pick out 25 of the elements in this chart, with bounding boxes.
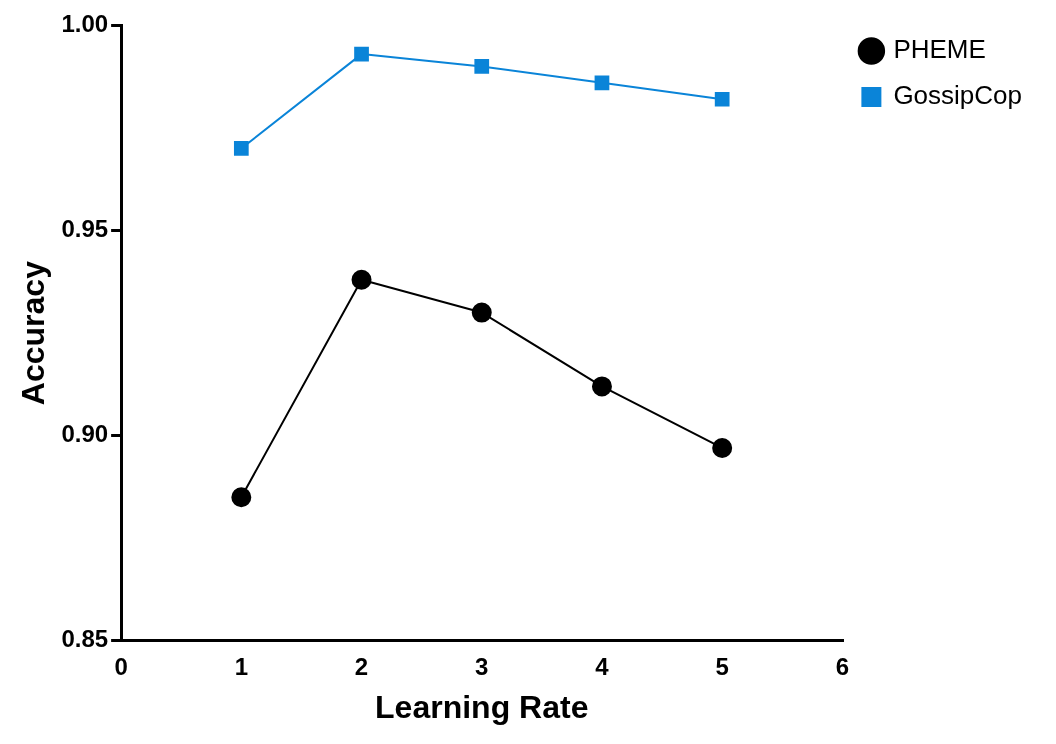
- point: [233, 141, 249, 156]
- point: [471, 302, 492, 323]
- point: [474, 59, 490, 74]
- x-tick-label: 4: [595, 652, 610, 680]
- x-axis-title: Learning Rate: [375, 688, 589, 725]
- y-tick-label: 0.95: [61, 215, 109, 243]
- y-axis-title: Accuracy: [15, 260, 52, 406]
- point: [591, 376, 612, 397]
- legend-label: GossipCop: [893, 80, 1023, 111]
- x-tick-label: 3: [475, 652, 489, 680]
- point: [714, 91, 730, 107]
- point: [231, 487, 252, 508]
- point: [594, 75, 610, 91]
- y-tick-label: 0.90: [61, 420, 109, 448]
- legend-label: PHEME: [893, 34, 986, 65]
- x-tick-label: 2: [354, 652, 369, 680]
- x-tick-label: 0: [114, 652, 128, 680]
- point: [351, 269, 372, 290]
- x-tick-label: 1: [234, 652, 248, 680]
- point: [354, 46, 369, 62]
- x-tick-label: 6: [835, 652, 850, 680]
- x-tick-label: 5: [715, 652, 729, 680]
- point: [712, 437, 733, 458]
- y-tick-label: 1.00: [61, 10, 109, 38]
- y-tick-label: 0.85: [61, 625, 109, 653]
